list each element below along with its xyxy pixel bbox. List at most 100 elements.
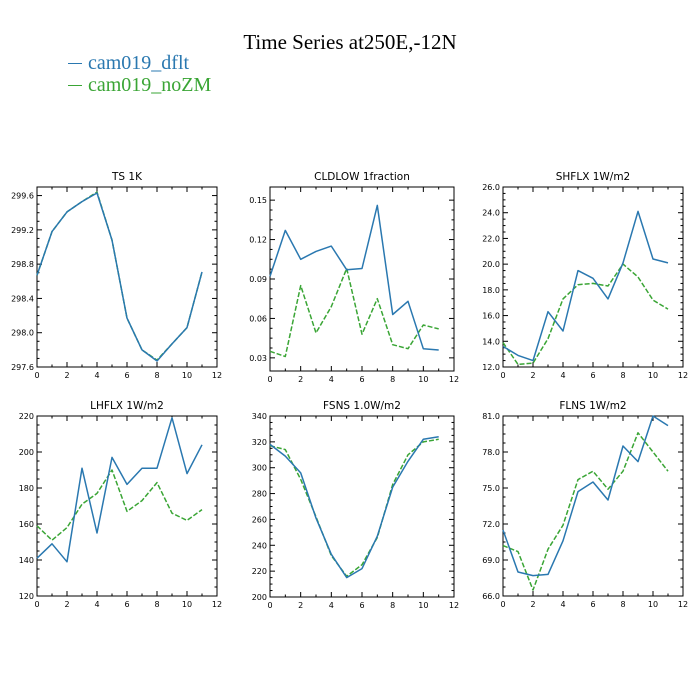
y-tick-label: 240	[252, 541, 267, 550]
x-tick-label: 4	[329, 601, 334, 610]
x-tick-label: 2	[298, 375, 303, 384]
x-tick-label: 0	[267, 375, 272, 384]
x-tick-label: 12	[212, 600, 222, 609]
y-tick-label: 299.2	[11, 226, 34, 235]
panel-title: SHFLX 1W/m2	[556, 171, 631, 183]
x-tick-label: 12	[449, 375, 459, 384]
series-line-nozm	[502, 263, 669, 366]
x-tick-label: 0	[267, 601, 272, 610]
y-tick-label: 75.0	[482, 484, 500, 493]
y-tick-label: 20.0	[482, 260, 500, 269]
plot-frame	[269, 186, 455, 372]
y-tick-label: 78.0	[482, 448, 500, 457]
y-tick-label: 0.12	[249, 236, 267, 245]
y-tick-label: 140	[19, 556, 34, 565]
y-tick-label: 0.06	[249, 314, 267, 323]
x-tick-label: 10	[418, 601, 428, 610]
legend-item-nozm: cam019_noZM	[68, 74, 211, 96]
x-tick-label: 2	[530, 600, 535, 609]
x-tick-label: 4	[329, 375, 334, 384]
series-line-dflt	[269, 204, 439, 351]
x-tick-label: 0	[500, 600, 505, 609]
y-tick-label: 72.0	[482, 520, 500, 529]
plot-frame	[502, 186, 684, 368]
x-tick-label: 2	[298, 601, 303, 610]
series-line-nozm	[269, 438, 439, 578]
y-tick-label: 298.8	[11, 260, 34, 269]
x-tick-label: 12	[212, 371, 222, 380]
y-tick-label: 300	[252, 464, 267, 473]
y-tick-label: 0.15	[249, 196, 267, 205]
y-tick-label: 320	[252, 438, 267, 447]
y-tick-label: 220	[19, 412, 34, 421]
y-tick-label: 260	[252, 515, 267, 524]
legend-line-dflt	[68, 62, 82, 64]
y-tick-label: 0.09	[249, 275, 267, 284]
x-tick-label: 4	[94, 371, 99, 380]
x-tick-label: 4	[560, 371, 565, 380]
x-tick-label: 4	[94, 600, 99, 609]
legend-label-nozm: cam019_noZM	[88, 73, 212, 96]
series-line-nozm	[502, 432, 669, 591]
panel-title: TS 1K	[111, 171, 143, 183]
x-tick-label: 10	[418, 375, 428, 384]
y-tick-label: 69.0	[482, 556, 500, 565]
series-line-dflt	[36, 192, 203, 362]
y-tick-label: 298.4	[11, 294, 34, 303]
panel-2: SHFLX 1W/m2 0 2 4 6 8 10 12 12.0 14.0 16.0 18.0 20.0…	[482, 171, 688, 380]
x-tick-label: 10	[182, 600, 192, 609]
y-tick-label: 26.0	[482, 183, 500, 192]
x-tick-label: 8	[390, 601, 395, 610]
y-tick-label: 18.0	[482, 286, 500, 295]
series-line-nozm	[269, 267, 439, 358]
y-tick-label: 81.0	[482, 412, 500, 421]
plot-frame	[269, 415, 455, 598]
y-tick-label: 0.03	[249, 354, 267, 363]
panel-title: FLNS 1W/m2	[559, 400, 626, 412]
panel-1: CLDLOW 1fraction 0 2 4 6 8 10 12 0.03 0.06 0.09 0.1…	[249, 171, 459, 384]
x-tick-label: 6	[590, 371, 595, 380]
panel-title: LHFLX 1W/m2	[90, 400, 164, 412]
plot-frame	[36, 415, 218, 597]
x-tick-label: 12	[449, 601, 459, 610]
y-tick-label: 66.0	[482, 592, 500, 601]
y-tick-label: 220	[252, 567, 267, 576]
x-tick-label: 10	[648, 600, 658, 609]
x-tick-label: 2	[530, 371, 535, 380]
series-line-dflt	[502, 415, 669, 577]
y-tick-label: 160	[19, 520, 34, 529]
y-tick-label: 340	[252, 412, 267, 421]
y-tick-label: 22.0	[482, 234, 500, 243]
y-tick-label: 200	[19, 448, 34, 457]
y-tick-label: 120	[19, 592, 34, 601]
legend: cam019_dflt cam019_noZM	[68, 52, 211, 96]
panel-title: CLDLOW 1fraction	[314, 171, 410, 183]
y-tick-label: 298.0	[11, 329, 34, 338]
y-tick-label: 14.0	[482, 337, 500, 346]
y-tick-label: 200	[252, 593, 267, 602]
y-tick-label: 16.0	[482, 312, 500, 321]
x-tick-label: 4	[560, 600, 565, 609]
y-tick-label: 12.0	[482, 363, 500, 372]
panel-4: FSNS 1.0W/m2 0 2 4 6 8 10 12 200 220 240 260 280 300 3…	[252, 400, 459, 610]
x-tick-label: 8	[620, 371, 625, 380]
x-tick-label: 10	[648, 371, 658, 380]
y-tick-label: 280	[252, 490, 267, 499]
figure-title: Time Series at250E,-12N	[243, 30, 457, 54]
plot-frame	[502, 415, 684, 597]
x-tick-label: 12	[678, 371, 688, 380]
series-line-dflt	[36, 417, 203, 563]
x-tick-label: 12	[678, 600, 688, 609]
x-tick-label: 0	[34, 371, 39, 380]
series-line-dflt	[269, 435, 439, 579]
x-tick-label: 2	[64, 371, 69, 380]
y-tick-label: 297.6	[11, 363, 34, 372]
x-tick-label: 6	[124, 600, 129, 609]
x-tick-label: 8	[154, 600, 159, 609]
panel-5: FLNS 1W/m2 0 2 4 6 8 10 12 66.0 69.0 72.0 75.0 78.0 8…	[482, 400, 688, 609]
x-tick-label: 8	[390, 375, 395, 384]
series-line-nozm	[36, 469, 203, 541]
panel-title: FSNS 1.0W/m2	[323, 400, 401, 412]
x-tick-label: 6	[359, 375, 364, 384]
